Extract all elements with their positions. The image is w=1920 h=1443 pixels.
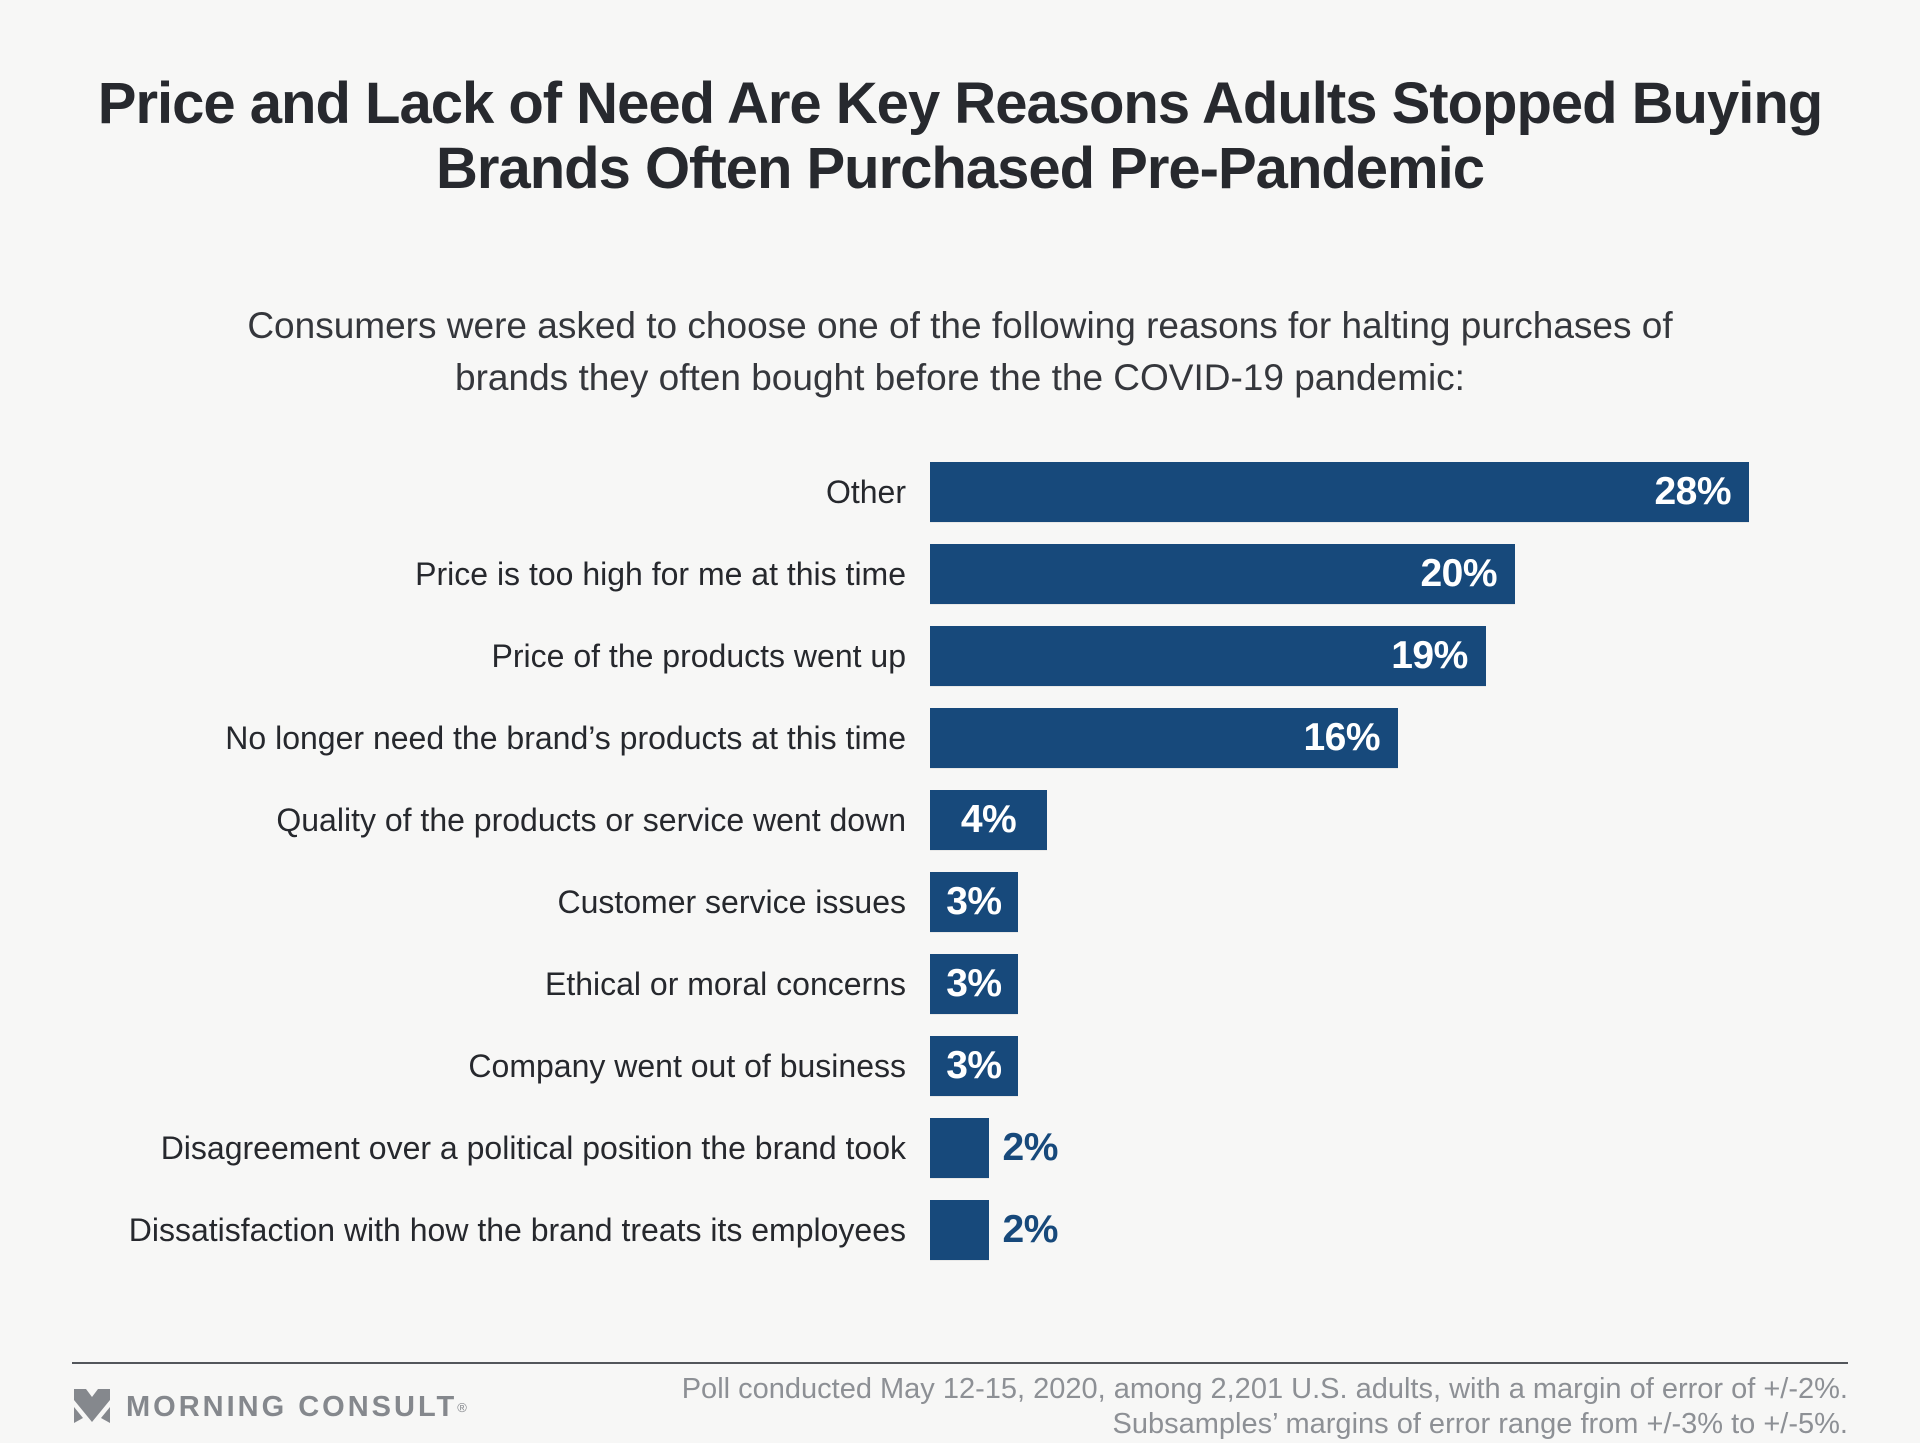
bar-value-label: 3% — [946, 880, 1002, 923]
bar-zone: 28% — [930, 462, 1920, 522]
bar-segment: 28% — [930, 462, 1749, 522]
bar-value-label: 20% — [1420, 552, 1497, 595]
footer: MORNING CONSULT ® Poll conducted May 12-1… — [72, 1372, 1848, 1443]
bar-category-label: Price of the products went up — [491, 637, 906, 674]
bar-category-label: Price is too high for me at this time — [415, 555, 906, 592]
poll-note-line-1: Poll conducted May 12-15, 2020, among 2,… — [681, 1373, 1848, 1405]
bar-category-label: Other — [825, 473, 906, 510]
bar-category-label: Quality of the products or service went … — [276, 801, 906, 838]
poll-methodology-note: Poll conducted May 12-15, 2020, among 2,… — [682, 1372, 1848, 1443]
bar-row: Price of the products went up 19% — [0, 626, 1920, 686]
bar-row: No longer need the brand’s products at t… — [0, 708, 1920, 768]
bar-segment: 19% — [930, 626, 1486, 686]
bar-row: Dissatisfaction with how the brand treat… — [0, 1200, 1920, 1260]
bar-value-label: 4% — [960, 798, 1017, 841]
bar-segment: 3% — [930, 954, 1018, 1014]
bar-value-label: 2% — [1002, 1208, 1059, 1251]
bar-category-label: Customer service issues — [557, 883, 906, 920]
bar-value-label: 2% — [1002, 1126, 1059, 1169]
bar-zone: 2% — [930, 1118, 1920, 1178]
bar-row: Price is too high for me at this time 20% — [0, 544, 1920, 604]
bar-category-label: Ethical or moral concerns — [544, 965, 906, 1002]
registered-mark: ® — [457, 1399, 467, 1415]
bar-chart: Other 28% Price is too high for me at this… — [0, 462, 1920, 1260]
bar-value-label: 3% — [946, 962, 1002, 1005]
bar-zone: 3% — [930, 1036, 1920, 1096]
bar-category-label: Disagreement over a political position t… — [160, 1129, 906, 1166]
bar-zone: 19% — [930, 626, 1920, 686]
footer-divider — [72, 1362, 1848, 1364]
bar-row: Customer service issues 3% — [0, 872, 1920, 932]
bar-segment: 3% — [930, 1036, 1018, 1096]
bar-segment: 16% — [930, 708, 1398, 768]
bar-zone: 2% — [930, 1200, 1920, 1260]
poll-note-line-2: Subsamples’ margins of error range from … — [1112, 1408, 1848, 1441]
bar-value-label: 3% — [946, 1044, 1002, 1087]
bar-zone: 3% — [930, 954, 1920, 1014]
bar-row: Ethical or moral concerns 3% — [0, 954, 1920, 1014]
morning-consult-logo: MORNING CONSULT ® — [72, 1387, 467, 1427]
brand-name: MORNING CONSULT — [126, 1390, 458, 1423]
bar-row: Quality of the products or service went … — [0, 790, 1920, 850]
bar-segment — [930, 1200, 989, 1260]
bar-segment: 20% — [930, 544, 1515, 604]
bar-row: Other 28% — [0, 462, 1920, 522]
bar-row: Company went out of business 3% — [0, 1036, 1920, 1096]
bar-zone: 16% — [930, 708, 1920, 768]
bar-zone: 3% — [930, 872, 1920, 932]
bar-zone: 20% — [930, 544, 1920, 604]
chart-title: Price and Lack of Need Are Key Reasons A… — [97, 71, 1823, 201]
bar-category-label: Dissatisfaction with how the brand treat… — [128, 1211, 906, 1248]
bar-category-label: No longer need the brand’s products at t… — [225, 719, 906, 756]
chart-subtitle: Consumers were asked to choose one of th… — [247, 305, 1673, 398]
bar-segment: 3% — [930, 872, 1018, 932]
bar-row: Disagreement over a political position t… — [0, 1118, 1920, 1178]
morning-consult-m-icon — [74, 1389, 110, 1424]
bar-value-label: 16% — [1303, 716, 1380, 759]
bar-category-label: Company went out of business — [468, 1047, 906, 1084]
bar-value-label: 19% — [1391, 634, 1468, 677]
bar-segment — [930, 1118, 989, 1178]
bar-segment: 4% — [930, 790, 1047, 850]
bar-zone: 4% — [930, 790, 1920, 850]
bar-value-label: 28% — [1654, 470, 1731, 513]
